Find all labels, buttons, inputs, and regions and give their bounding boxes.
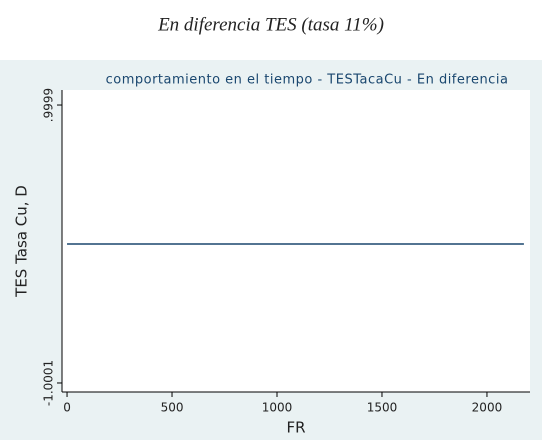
plot-region [62,90,530,392]
x-tick-label: 0 [63,401,71,415]
y-tick-label: -1.0001 [42,360,56,406]
y-axis-label: TES Tasa Cu, D [13,185,31,298]
x-axis-label: FR [286,419,305,437]
caption: En diferencia TES (tasa 11%) [157,14,384,35]
x-tick-label: 500 [161,401,184,415]
y-tick-label: .9999 [42,88,56,122]
x-tick-label: 1500 [367,401,398,415]
x-tick-label: 2000 [472,401,503,415]
x-tick-label: 1000 [262,401,293,415]
chart-title: comportamiento en el tiempo - TESTacaCu … [106,73,509,88]
